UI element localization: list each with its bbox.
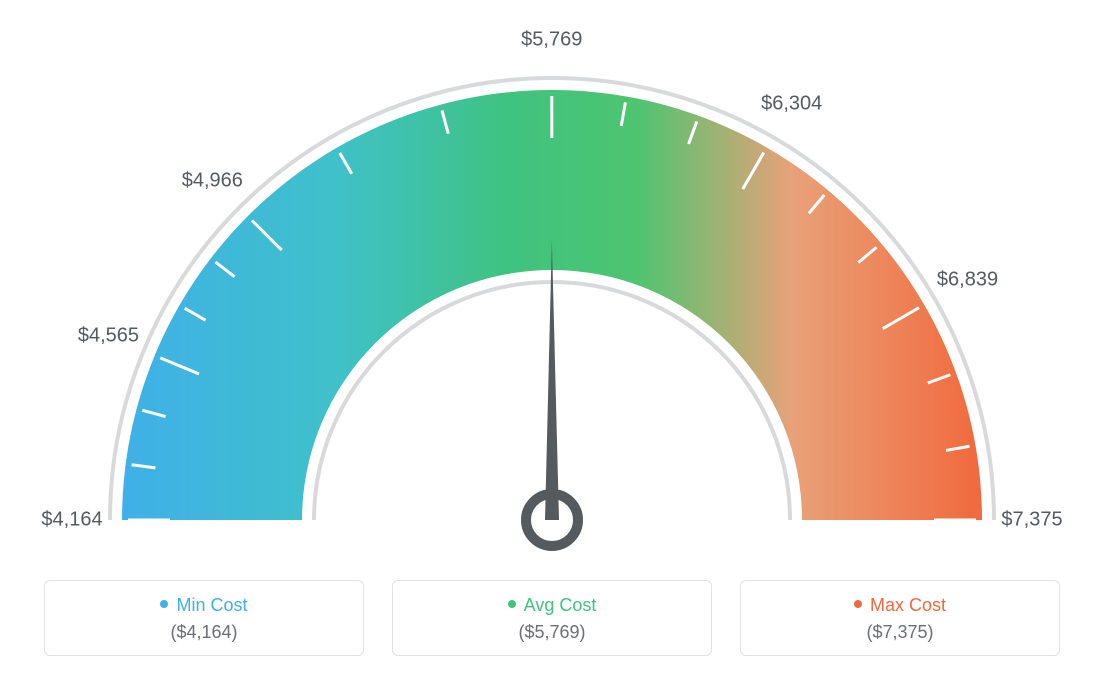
legend-card: Min Cost ($4,164) <box>44 580 364 656</box>
gauge-tick-label: $5,769 <box>521 29 582 52</box>
gauge-tick-label: $4,966 <box>182 169 243 192</box>
gauge-container: $4,164 $4,565 $4,966 $5,769 $6,304 $6,839 $7,3… <box>20 20 1084 580</box>
legend-title-text: Min Cost <box>176 595 247 615</box>
legend-dot-icon <box>854 600 862 608</box>
legend-card: Avg Cost ($5,769) <box>392 580 712 656</box>
legend-title: Avg Cost <box>393 595 711 616</box>
legend-row: Min Cost ($4,164) Avg Cost ($5,769) Max Cost… <box>20 580 1084 656</box>
legend-title-text: Max Cost <box>870 595 946 615</box>
legend-title: Min Cost <box>45 595 363 616</box>
legend-dot-icon <box>508 600 516 608</box>
legend-value: ($5,769) <box>393 622 711 643</box>
gauge-tick-label: $6,839 <box>937 268 998 291</box>
legend-card: Max Cost ($7,375) <box>740 580 1060 656</box>
gauge-tick-label: $4,565 <box>78 325 139 348</box>
gauge-tick-label: $6,304 <box>761 93 822 116</box>
gauge-tick-label: $7,375 <box>1001 509 1062 532</box>
legend-value: ($4,164) <box>45 622 363 643</box>
legend-value: ($7,375) <box>741 622 1059 643</box>
gauge-tick-label: $4,164 <box>41 509 102 532</box>
legend-title: Max Cost <box>741 595 1059 616</box>
gauge-svg <box>20 20 1084 580</box>
legend-title-text: Avg Cost <box>524 595 597 615</box>
legend-dot-icon <box>160 600 168 608</box>
